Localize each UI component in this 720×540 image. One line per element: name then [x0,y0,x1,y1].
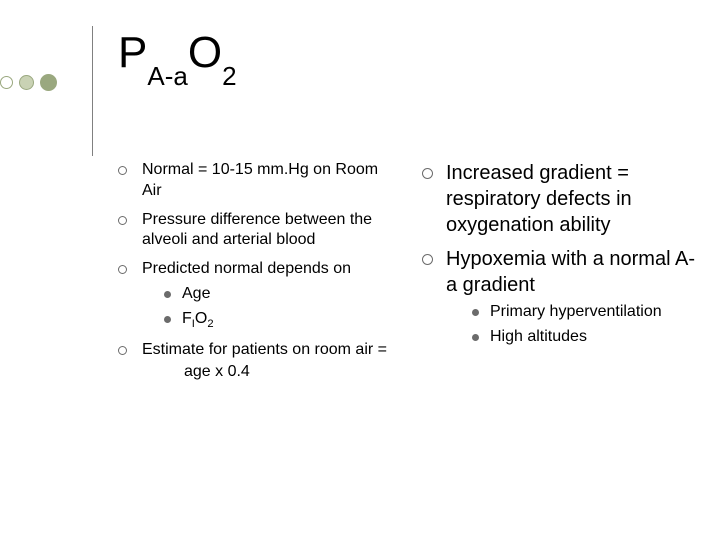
left-list: Normal = 10-15 mm.Hg on Room Air Pressure… [118,160,398,391]
right-column: Increased gradient = respiratory defects… [422,160,700,391]
right-list: Increased gradient = respiratory defects… [422,160,700,356]
content-columns: Normal = 10-15 mm.Hg on Room Air Pressure… [118,160,700,391]
sub-item: Primary hyperventilation [472,302,700,323]
decor-circle-2 [40,74,57,91]
decor-circle-0 [0,76,13,89]
bullet-text: Estimate for patients on room air = [142,341,387,358]
bullet-text: Normal = 10-15 mm.Hg on Room Air [142,161,378,199]
bullet-text: Increased gradient = respiratory defects… [446,162,632,236]
sub-item: Age [164,284,398,305]
left-item: Estimate for patients on room air = age x… [118,340,398,384]
decor-vline [92,26,93,156]
sub-item: High altitudes [472,327,700,348]
decor-strip [0,74,63,92]
sub-list: Primary hyperventilation High altitudes [446,302,700,348]
left-column: Normal = 10-15 mm.Hg on Room Air Pressure… [118,160,398,391]
left-item: Pressure difference between the alveoli … [118,210,398,252]
bullet-text: Pressure difference between the alveoli … [142,211,372,249]
sub-list: Age FIO2 [142,284,398,332]
left-item: Predicted normal depends on Age FIO2 [118,259,398,331]
bullet-text: Hypoxemia with a normal A-a gradient [446,248,695,296]
sub-item: FIO2 [164,309,398,332]
slide: { "decor": { "circles": [ { "size": 13, … [0,0,720,540]
right-item: Hypoxemia with a normal A-a gradient Prim… [422,246,700,348]
decor-circle-1 [19,75,34,90]
left-item: Normal = 10-15 mm.Hg on Room Air [118,160,398,202]
bullet-text: Predicted normal depends on [142,260,351,277]
right-item: Increased gradient = respiratory defects… [422,160,700,238]
trailing-text: age x 0.4 [142,362,398,383]
slide-title: PA-aO2 [118,28,237,84]
